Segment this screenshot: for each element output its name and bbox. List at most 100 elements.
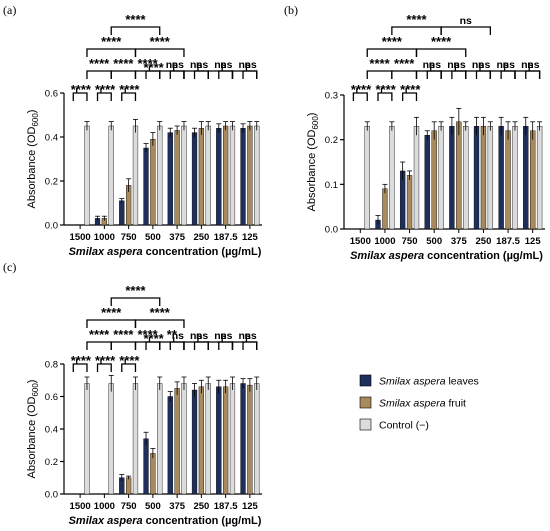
legend-label: Smilax aspera leaves xyxy=(379,376,479,388)
significance-label: ns xyxy=(244,330,256,342)
significance-bracket xyxy=(415,70,442,79)
significance-label: **** xyxy=(431,34,452,49)
bar xyxy=(181,383,187,495)
significance-label: **** xyxy=(369,56,390,71)
significance-label: ns xyxy=(453,59,465,71)
x-tick-label: 375 xyxy=(169,501,186,512)
significance-bracket xyxy=(242,341,258,350)
significance-label: ns xyxy=(172,59,184,71)
significance-label: **** xyxy=(119,353,140,368)
significance-bracket xyxy=(500,70,516,79)
significance-label: ns xyxy=(503,59,515,71)
bar xyxy=(167,396,173,495)
bar xyxy=(198,127,204,226)
legend-label: Smilax aspera fruit xyxy=(379,398,466,410)
y-tick-label: 0.6 xyxy=(45,89,58,100)
x-tick-label: 125 xyxy=(242,232,259,243)
x-tick-label: 500 xyxy=(145,232,161,243)
significance-bracket xyxy=(401,92,418,101)
significance-label: **** xyxy=(406,12,427,27)
significance-label: ns xyxy=(220,330,232,342)
significance-bracket xyxy=(134,319,185,328)
x-tick-label: 187.5 xyxy=(496,236,520,247)
y-tick-label: 0.1 xyxy=(325,180,338,191)
bar xyxy=(167,132,173,226)
bar xyxy=(456,121,462,230)
significance-bracket xyxy=(231,70,258,79)
legend-swatch xyxy=(359,418,372,431)
bar xyxy=(413,126,420,230)
significance-label: ns xyxy=(166,59,178,71)
legend-swatch xyxy=(359,396,372,409)
significance-label: ns xyxy=(214,59,226,71)
y-tick-label: 0.2 xyxy=(325,135,338,146)
x-tick-label: 1000 xyxy=(374,236,395,247)
significance-label: **** xyxy=(351,82,372,97)
significance-bracket xyxy=(440,70,467,79)
bar xyxy=(181,125,187,226)
bar xyxy=(216,386,222,495)
y-tick-label: 0.0 xyxy=(45,221,58,232)
x-tick-label: 1000 xyxy=(94,232,115,243)
significance-label: **** xyxy=(71,353,92,368)
significance-label: ns xyxy=(429,59,441,71)
x-tick-label: 125 xyxy=(242,501,259,512)
significance-bracket xyxy=(110,341,137,350)
x-tick-label: 375 xyxy=(451,236,468,247)
x-tick-label: 125 xyxy=(525,236,542,247)
significance-label: ns xyxy=(472,59,484,71)
significance-label: **** xyxy=(400,82,421,97)
bar xyxy=(157,383,163,495)
x-tick-label: 1500 xyxy=(70,232,91,243)
bar xyxy=(198,386,204,495)
bar xyxy=(119,200,125,226)
bar xyxy=(191,132,198,226)
significance-bracket xyxy=(183,341,209,350)
bar xyxy=(150,453,156,495)
bar xyxy=(84,383,90,495)
bar xyxy=(438,126,444,230)
y-axis-title: Absorbance (OD600) xyxy=(26,380,40,479)
bar xyxy=(389,126,395,230)
bar xyxy=(229,383,236,495)
significance-bracket xyxy=(207,341,234,350)
x-tick-label: 250 xyxy=(193,232,209,243)
x-axis-title: Smilax aspera concentration (µg/mL) xyxy=(69,515,262,527)
bar xyxy=(205,383,211,495)
bar xyxy=(424,134,430,230)
bar xyxy=(222,386,229,495)
bar xyxy=(530,130,536,230)
significance-bracket xyxy=(86,70,112,79)
significance-label: ns xyxy=(172,330,184,342)
significance-label: **** xyxy=(119,82,140,97)
significance-bracket xyxy=(169,70,185,79)
significance-bracket xyxy=(218,341,234,350)
x-tick-label: 250 xyxy=(193,501,209,512)
significance-label: **** xyxy=(101,34,122,49)
significance-label: **** xyxy=(125,283,146,298)
bar xyxy=(108,125,114,226)
bar xyxy=(84,125,90,226)
significance-label: **** xyxy=(71,82,92,97)
significance-bracket xyxy=(169,341,185,350)
significance-bracket xyxy=(465,70,492,79)
significance-bracket xyxy=(207,70,234,79)
x-tick-label: 1000 xyxy=(94,501,115,512)
bar xyxy=(498,126,504,230)
significance-label: ns xyxy=(423,59,435,71)
significance-bracket xyxy=(391,70,418,79)
y-tick-label: 0.0 xyxy=(45,490,58,501)
bar xyxy=(480,126,487,230)
significance-bracket xyxy=(475,70,492,79)
significance-label: ns xyxy=(244,59,256,71)
bar xyxy=(240,383,246,495)
significance-label: **** xyxy=(89,327,110,342)
significance-bracket xyxy=(426,70,442,79)
bar xyxy=(536,126,543,230)
bar xyxy=(222,125,229,226)
significance-label: ns xyxy=(238,59,250,71)
bar xyxy=(229,125,236,226)
significance-label: ns xyxy=(447,59,459,71)
significance-bracket xyxy=(121,363,137,372)
bar xyxy=(205,125,211,226)
